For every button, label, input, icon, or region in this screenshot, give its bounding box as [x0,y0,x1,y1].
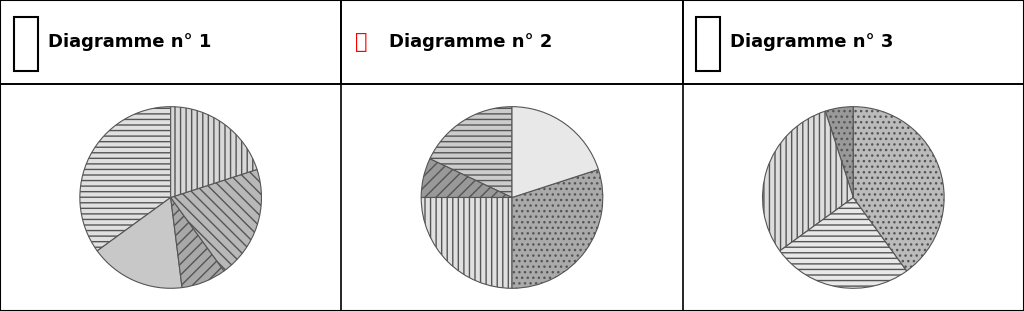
Wedge shape [853,107,944,271]
Wedge shape [512,169,603,288]
Text: Diagramme n° 1: Diagramme n° 1 [48,33,211,51]
Wedge shape [97,197,182,288]
Wedge shape [430,107,512,197]
Wedge shape [763,111,853,251]
Wedge shape [780,197,906,288]
Wedge shape [512,107,598,197]
FancyBboxPatch shape [696,17,720,72]
Wedge shape [171,107,257,197]
Text: Diagramme n° 3: Diagramme n° 3 [730,33,894,51]
Wedge shape [80,107,171,251]
Text: ❌: ❌ [355,32,368,52]
Text: Diagramme n° 2: Diagramme n° 2 [389,33,553,51]
Wedge shape [421,159,512,197]
Wedge shape [421,197,512,288]
Wedge shape [171,197,224,288]
Wedge shape [171,169,261,271]
FancyBboxPatch shape [13,17,38,72]
Wedge shape [825,107,853,197]
